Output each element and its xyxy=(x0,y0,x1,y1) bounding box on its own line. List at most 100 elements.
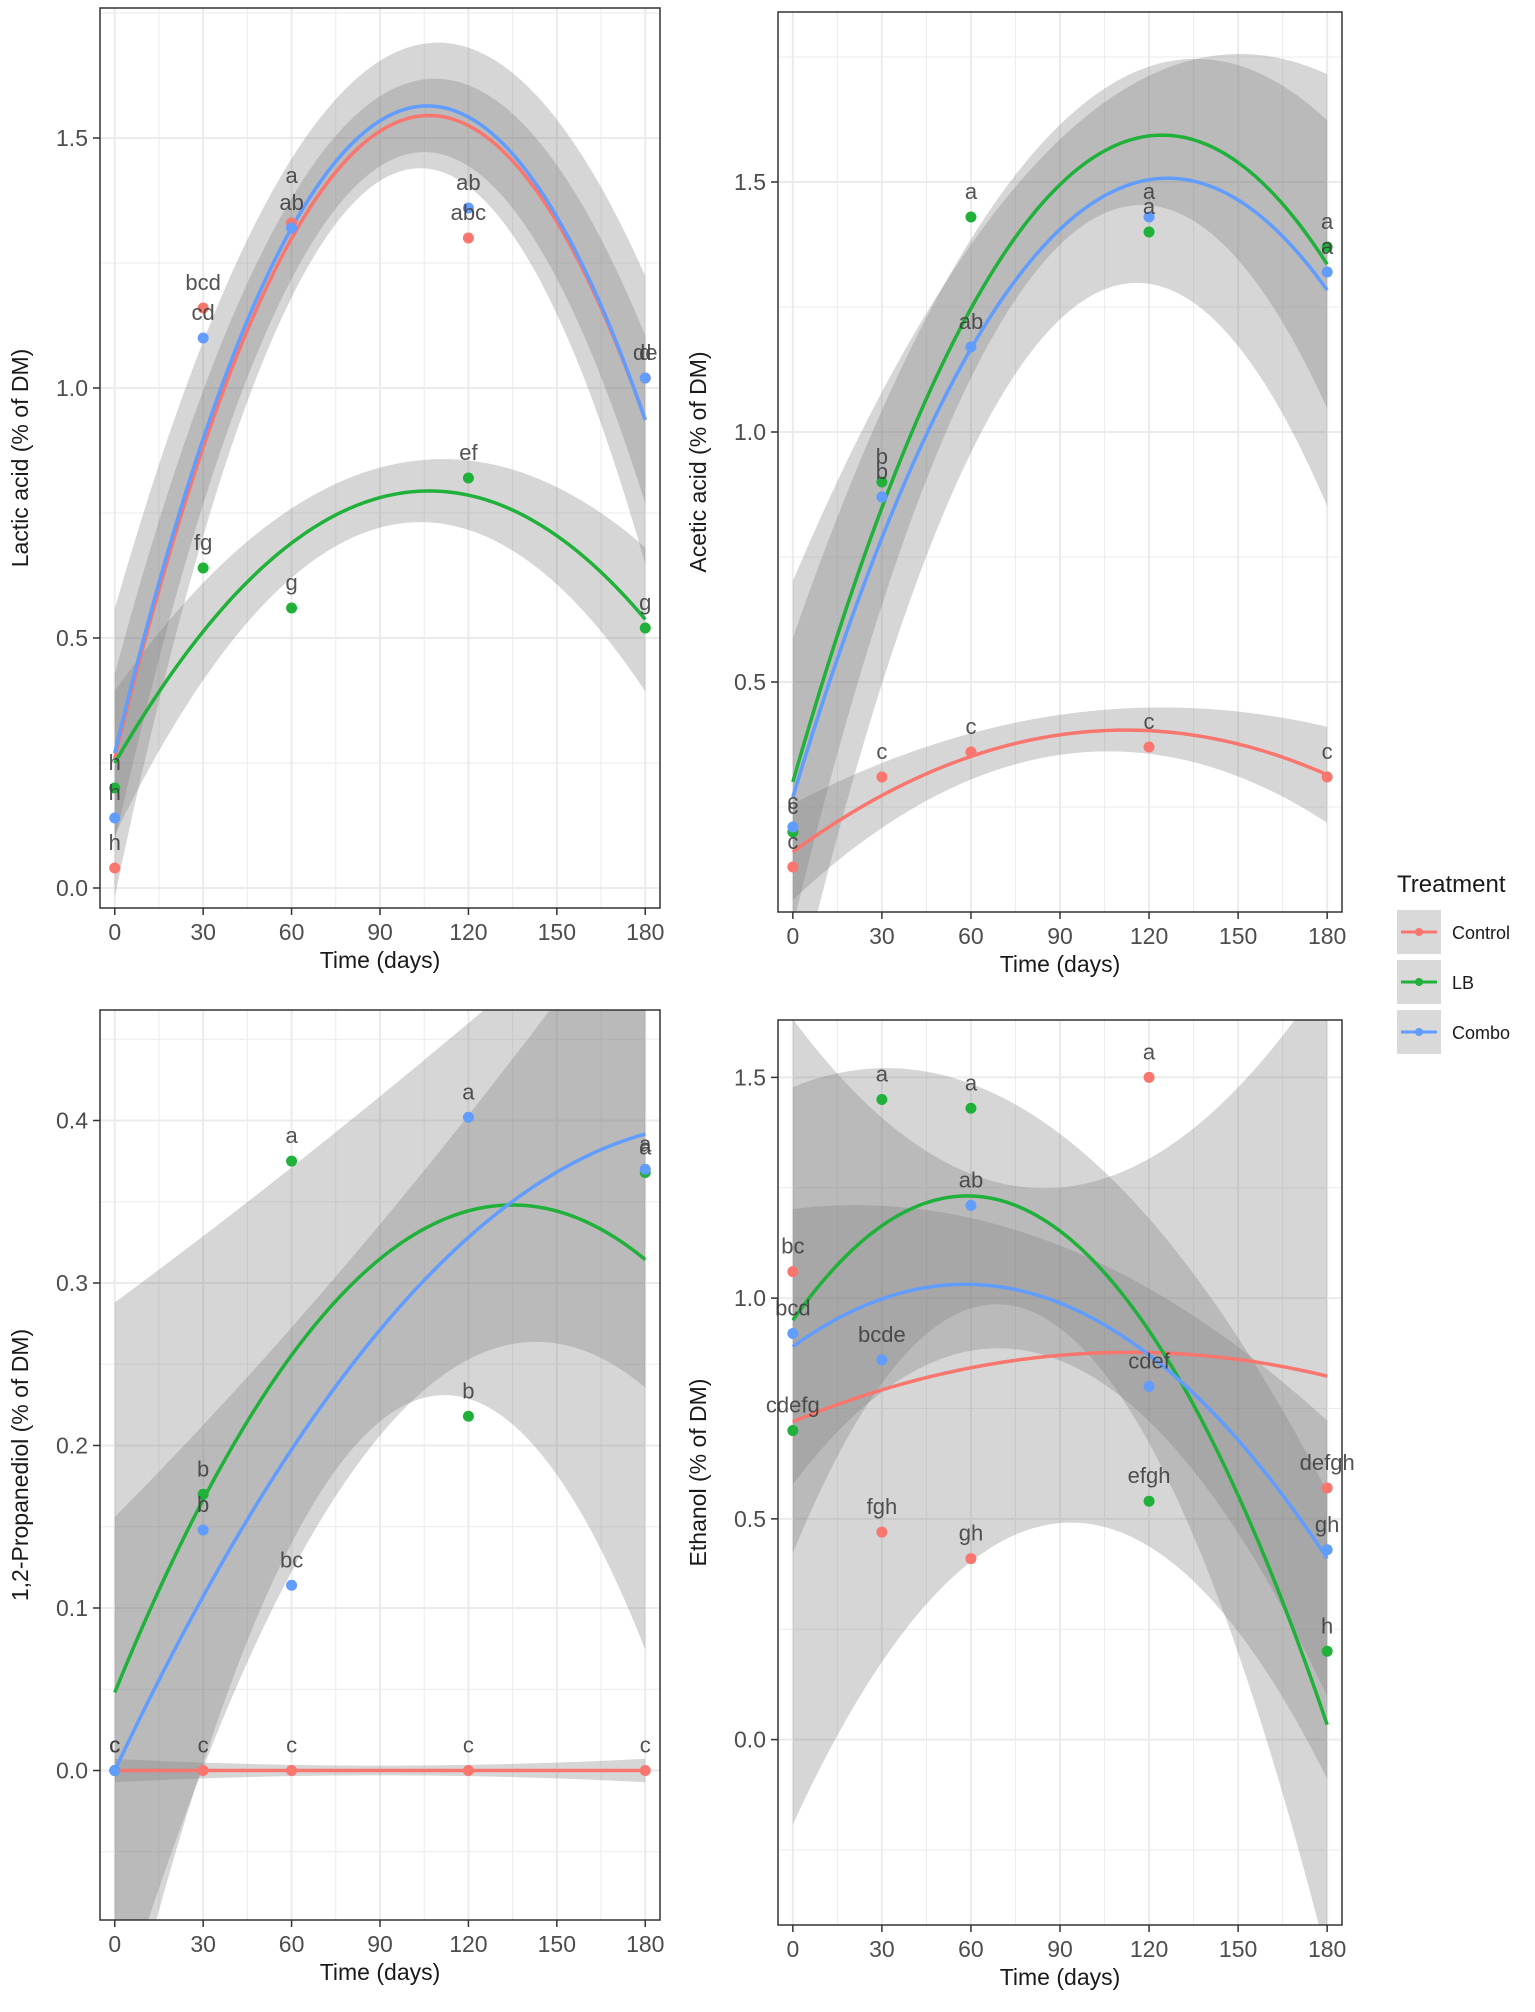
acetic-letter-label: c xyxy=(787,789,798,814)
acetic-point-control xyxy=(965,746,977,758)
ethanol-letter-label: a xyxy=(1143,1039,1156,1064)
propanediol-letter-label: c xyxy=(109,1733,120,1758)
propanediol-letter-label: a xyxy=(462,1079,475,1104)
acetic-point-control xyxy=(1143,741,1155,753)
propanediol-x-tick-label: 30 xyxy=(190,1931,216,1957)
lactic-y-tick-label: 1.5 xyxy=(56,125,88,151)
ethanol-point-lb xyxy=(1321,1645,1333,1657)
ethanol-x-tick-label: 30 xyxy=(869,1936,895,1962)
ethanol-x-tick-label: 180 xyxy=(1308,1936,1346,1962)
lactic-x-tick-label: 150 xyxy=(538,919,576,945)
ethanol-point-lb xyxy=(1143,1495,1155,1507)
ethanol-point-lb xyxy=(965,1102,977,1114)
acetic-letter-label: a xyxy=(965,179,978,204)
acetic-band-combo xyxy=(792,54,1328,912)
acetic-x-tick-label: 90 xyxy=(1047,923,1073,949)
ethanol-x-tick-label: 0 xyxy=(786,1936,799,1962)
lactic-letter-label: abc xyxy=(451,200,486,225)
propanediol-y-tick-label: 0.2 xyxy=(56,1433,88,1459)
ethanol-chart: bc fgh gh a defgh cdefg a a efgh h bcd bcde ab cdef gh… xyxy=(685,1019,1355,1990)
lactic-point-combo xyxy=(286,222,298,234)
legend-point-combo xyxy=(1415,1028,1423,1036)
ethanol-x-tick-label: 90 xyxy=(1047,1936,1073,1962)
lactic-point-lb xyxy=(286,602,298,614)
ethanol-y-tick-label: 0.5 xyxy=(734,1506,766,1532)
propanediol-x-tick-label: 0 xyxy=(108,1931,121,1957)
ethanol-point-combo xyxy=(965,1199,977,1211)
acetic-point-control xyxy=(876,771,888,783)
ethanol-y-tick-label: 0.0 xyxy=(734,1727,766,1753)
propanediol-band-combo xyxy=(114,1010,646,1920)
lactic-fit-line-control xyxy=(113,113,647,759)
propanediol-point-control xyxy=(197,1765,209,1776)
lactic-point-lb xyxy=(462,472,474,484)
ethanol-letter-label: cdef xyxy=(1128,1348,1170,1373)
ethanol-point-control xyxy=(1321,1482,1333,1494)
lactic-point-lb xyxy=(109,782,121,794)
ethanol-band-combo xyxy=(792,1205,1328,1697)
propanediol-plot-area xyxy=(109,1010,651,1920)
ethanol-band-lb xyxy=(792,1068,1328,1925)
acetic-letter-label: a xyxy=(1321,234,1334,259)
lactic-letter-label: h xyxy=(109,830,121,855)
ethanol-letter-label: bcd xyxy=(775,1295,810,1320)
lactic-letter-label: d xyxy=(639,340,651,365)
propanediol-letter-label: a xyxy=(639,1131,652,1156)
acetic-letter-label: c xyxy=(876,739,887,764)
ethanol-x-tick-label: 60 xyxy=(958,1936,984,1962)
acetic-x-tick-label: 30 xyxy=(869,923,895,949)
propanediol-fit-line-combo xyxy=(113,1132,646,1772)
propanediol-point-lb xyxy=(197,1488,209,1500)
propanediol-letter-label: c xyxy=(463,1733,474,1758)
lactic-point-combo xyxy=(639,372,651,384)
acetic-letter-label: c xyxy=(965,714,976,739)
acetic-letter-label: c xyxy=(1144,709,1155,734)
legend-point-lb xyxy=(1415,978,1423,986)
propanediol-letter-label: c xyxy=(109,1733,120,1758)
acetic-letter-label: c xyxy=(1322,739,1333,764)
ethanol-point-control xyxy=(1143,1071,1155,1083)
acetic-x-tick-label: 180 xyxy=(1308,923,1346,949)
propanediol-x-axis-title: Time (days) xyxy=(320,1959,441,1985)
acetic-point-combo xyxy=(1143,211,1155,223)
ethanol-letter-label: defgh xyxy=(1300,1450,1355,1475)
acetic-fit-line-control xyxy=(791,728,1328,854)
propanediol-point-combo xyxy=(109,1765,121,1776)
acetic-letter-label: c xyxy=(787,829,798,854)
propanediol-point-combo xyxy=(462,1111,474,1123)
lactic-point-control xyxy=(109,862,121,874)
lactic-letter-label: de xyxy=(633,340,657,365)
lactic-x-axis-title: Time (days) xyxy=(320,947,441,973)
acetic-point-lb xyxy=(1321,241,1333,253)
acetic-plot-area xyxy=(787,54,1333,912)
propanediol-letter-label: bc xyxy=(280,1547,303,1572)
propanediol-letter-label: c xyxy=(640,1733,651,1758)
propanediol-letter-label: c xyxy=(286,1733,297,1758)
propanediol-x-tick-label: 120 xyxy=(449,1931,487,1957)
acetic-letter-label: a xyxy=(1143,194,1156,219)
lactic-point-combo xyxy=(462,202,474,214)
lactic-letter-label: g xyxy=(285,570,297,595)
propanediol-letter-label: a xyxy=(285,1123,298,1148)
legend-label-combo: Combo xyxy=(1452,1023,1510,1043)
ethanol-x-tick-label: 150 xyxy=(1219,1936,1257,1962)
lactic-letter-label: fg xyxy=(194,530,212,555)
acetic-letter-label: ab xyxy=(959,309,983,334)
lactic-point-control xyxy=(462,232,474,244)
lactic-point-combo xyxy=(109,812,121,824)
acetic-x-axis-title: Time (days) xyxy=(1000,951,1121,977)
ethanol-x-axis-title: Time (days) xyxy=(1000,1964,1121,1990)
lactic-band-lb xyxy=(114,459,646,835)
acetic-letter-label: c xyxy=(787,794,798,819)
propanediol-point-combo xyxy=(197,1524,209,1536)
ethanol-plot-area xyxy=(787,1020,1333,1925)
lactic-fit-line-lb xyxy=(113,489,647,764)
ethanol-point-control xyxy=(876,1526,888,1538)
lactic-band-combo xyxy=(114,42,646,898)
ethanol-y-tick-label: 1.0 xyxy=(734,1285,766,1311)
propanediol-y-tick-label: 0.4 xyxy=(56,1108,88,1134)
propanediol-y-tick-label: 0.1 xyxy=(56,1595,88,1621)
acetic-point-combo xyxy=(876,491,888,503)
acetic-x-tick-label: 150 xyxy=(1219,923,1257,949)
